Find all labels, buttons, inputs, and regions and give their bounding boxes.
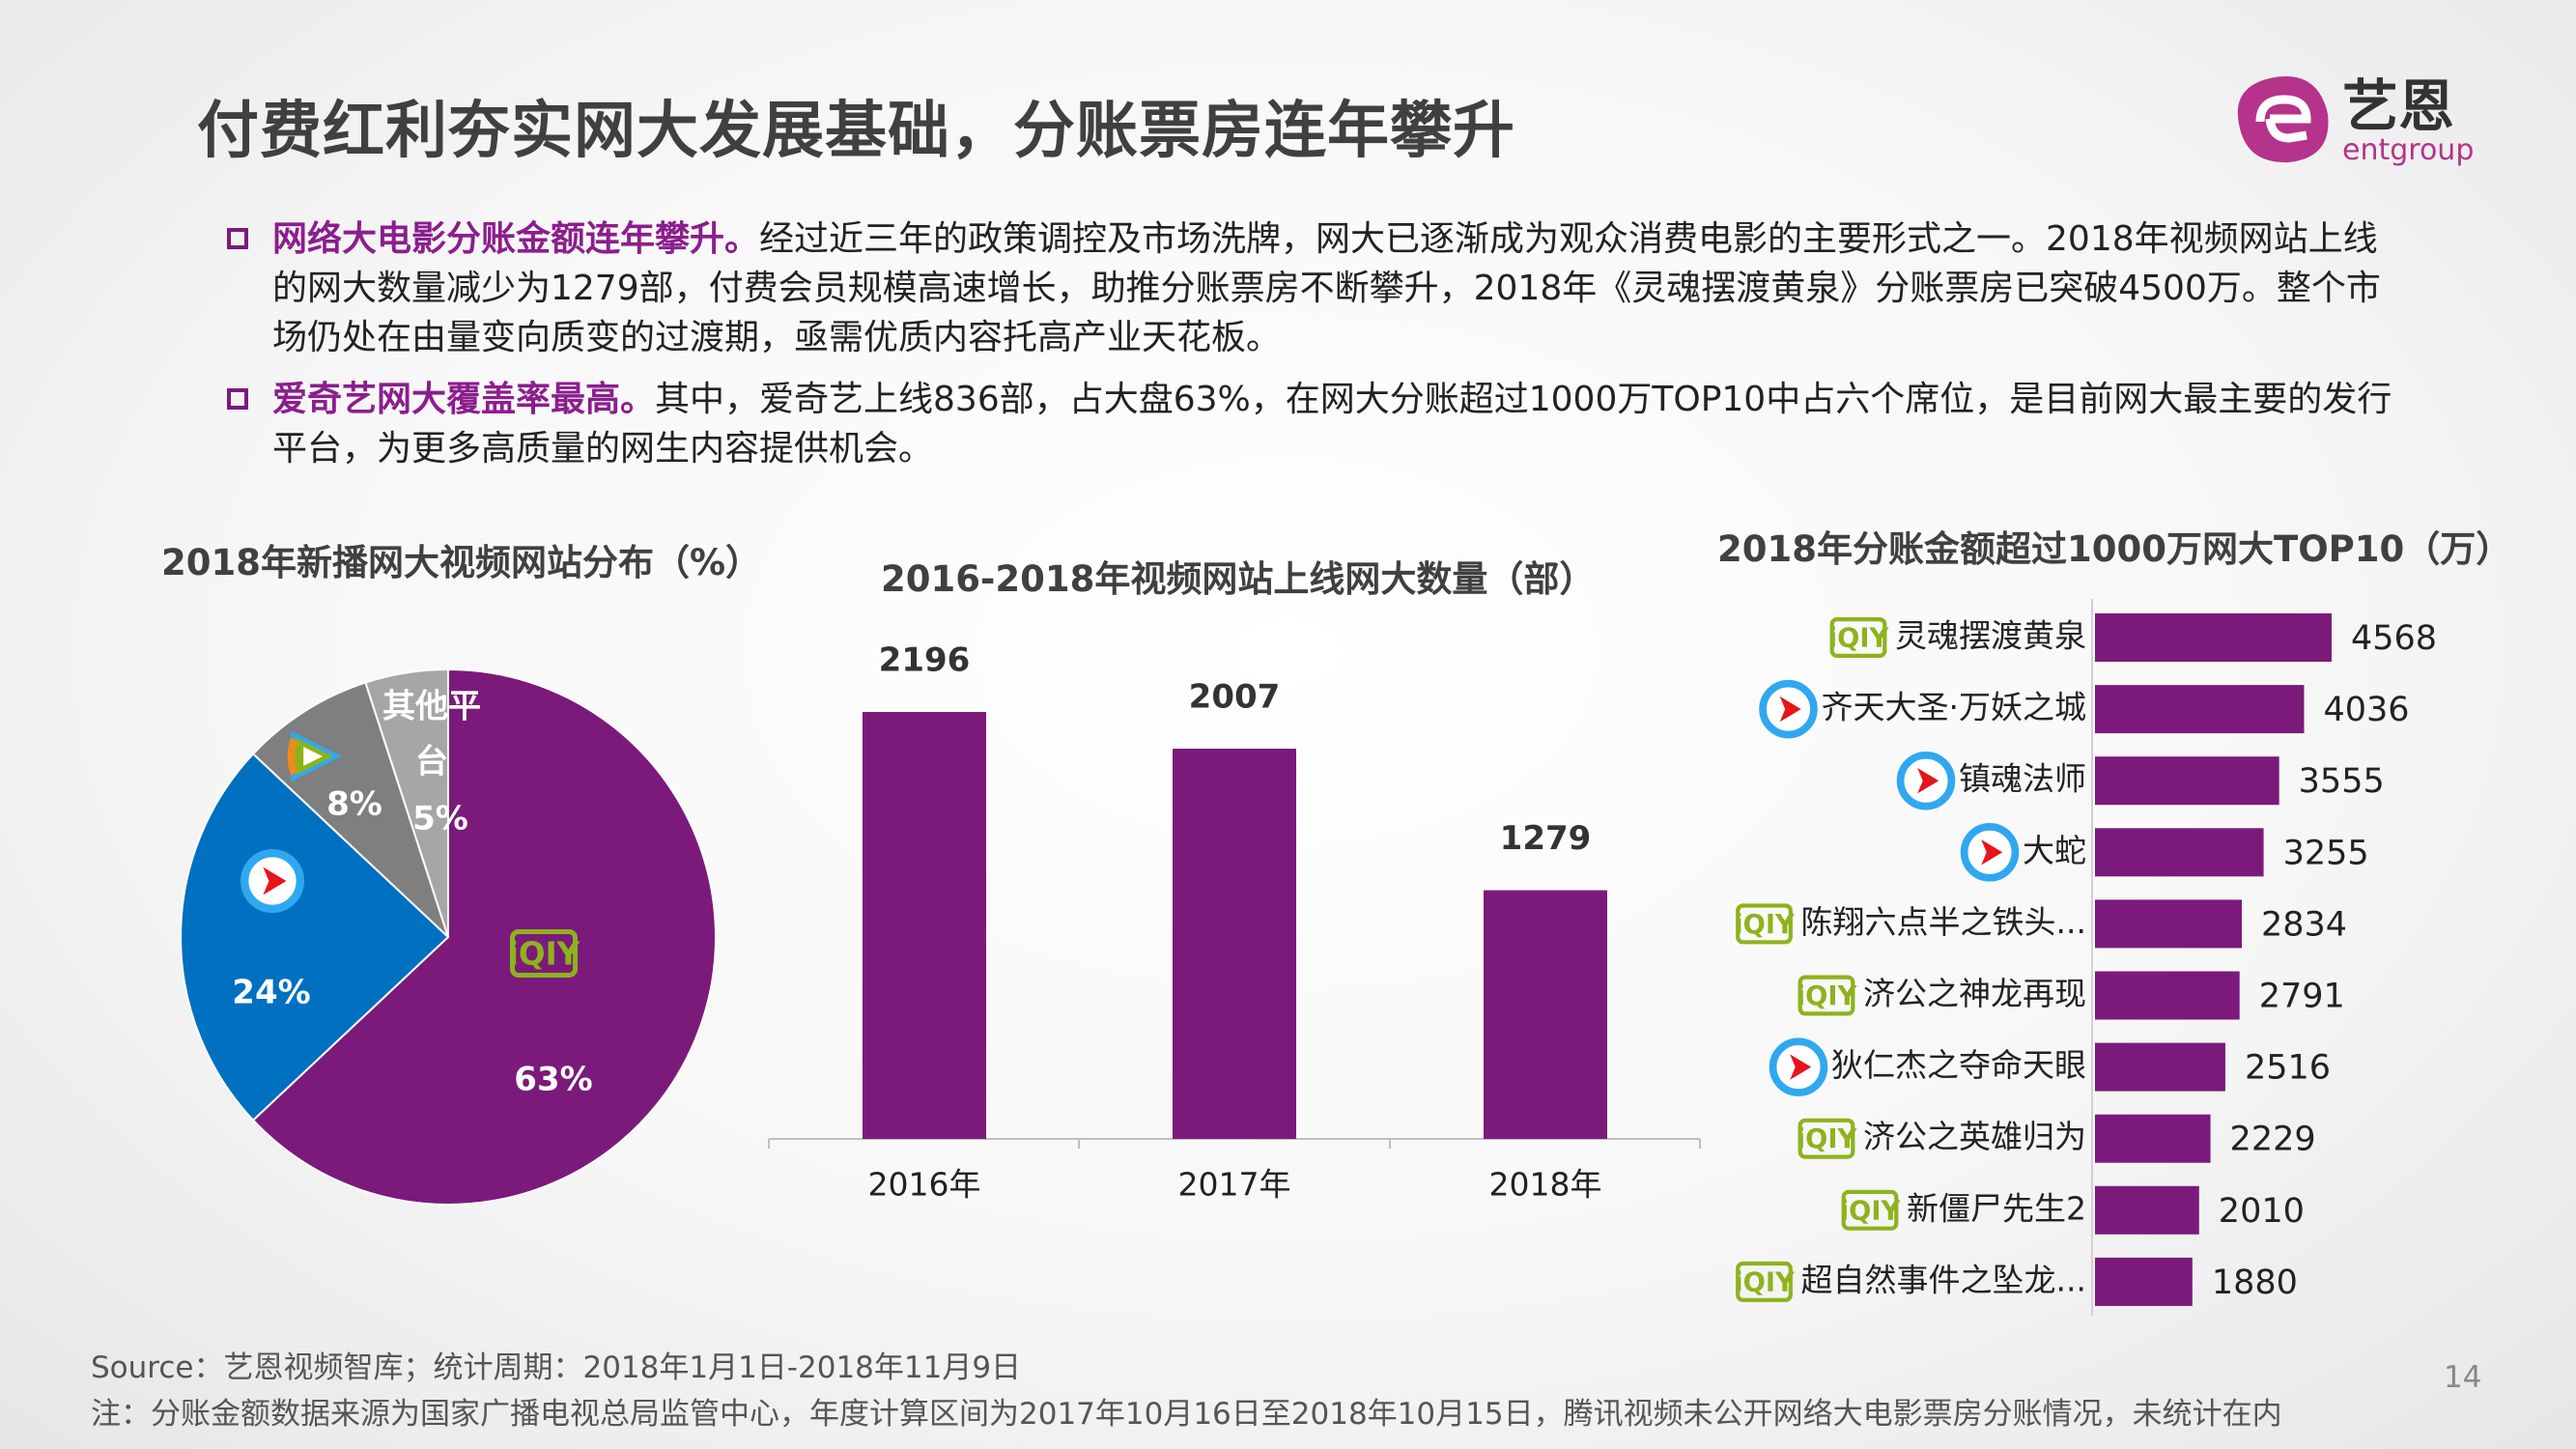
hbar-category-label: 狄仁杰之夺命天眼	[1831, 1046, 2086, 1084]
hbar-value-label: 2791	[2259, 978, 2345, 1016]
bullet-highlight: 爱奇艺网大覆盖率最高。	[272, 380, 656, 419]
svg-text:iQIY: iQIY	[1840, 1196, 1902, 1226]
hbar-category-label: 新僵尸先生2	[1907, 1189, 2086, 1227]
pie-slice	[364, 668, 449, 938]
bullet-text: 其中，爱奇艺上线836部，占大盘63%，在网大分账超过1000万TOP10中占六…	[272, 380, 2392, 469]
hbar	[2095, 613, 2332, 662]
pie-slice-label: 63%	[514, 1061, 592, 1099]
hbar-category-label: 齐天大圣·万妖之城	[1822, 689, 2087, 726]
hbar	[2095, 899, 2242, 949]
page-number: 14	[2444, 1360, 2482, 1395]
hbar-value-label: 3255	[2283, 834, 2369, 872]
hbar-value-label: 4036	[2323, 691, 2409, 729]
x-tick-label: 2016年	[868, 1166, 981, 1204]
hbar-category-label: 灵魂摆渡黄泉	[1895, 617, 2086, 655]
hbar	[2095, 1042, 2225, 1092]
pie-chart-title: 2018年新播网大视频网站分布（%）	[161, 542, 762, 583]
hbar	[2095, 828, 2264, 877]
youku-logo-icon	[1896, 751, 1956, 810]
hbar-category-label: 济公之英雄归为	[1863, 1118, 2086, 1155]
hbar	[2095, 756, 2279, 806]
bullet-highlight: 网络大电影分账金额连年攀升。	[272, 219, 760, 259]
bullet-point-1: 网络大电影分账金额连年攀升。经过近三年的政策调控及市场洗牌，网大已逐渐成为观众消…	[227, 214, 2400, 362]
svg-text:iQIY: iQIY	[508, 935, 580, 972]
bullet-point-2: 爱奇艺网大覆盖率最高。其中，爱奇艺上线836部，占大盘63%，在网大分账超过10…	[227, 375, 2400, 473]
bar	[1173, 749, 1296, 1139]
page-title: 付费红利夯实网大发展基础，分账票房连年攀升	[197, 96, 1515, 167]
pie-slice-label: 5%	[412, 800, 468, 838]
bar-chart-title: 2016-2018年视频网站上线网大数量（部）	[881, 558, 1596, 600]
hbar-value-label: 3555	[2299, 762, 2385, 801]
iqiyi-logo-icon: iQIY	[1734, 903, 1796, 945]
svg-text:iQIY: iQIY	[1797, 1124, 1858, 1154]
svg-text:iQIY: iQIY	[1734, 910, 1796, 940]
tencent-video-logo-icon	[287, 730, 342, 782]
hbar-category-label: 济公之神龙再现	[1863, 975, 2086, 1012]
bar	[1484, 890, 1607, 1139]
iqiyi-logo-icon: iQIY	[1828, 617, 1890, 658]
bullet-square-icon	[227, 228, 248, 249]
hbar-value-label: 2834	[2261, 905, 2347, 944]
pie-slice-label: 24%	[232, 974, 310, 1012]
youku-logo-icon	[1769, 1037, 1828, 1096]
bar-value-label: 1279	[1500, 819, 1592, 858]
bar-value-label: 2007	[1189, 678, 1281, 717]
logo-en-text: entgroup	[2342, 133, 2474, 167]
logo-cn-text: 艺恩	[2342, 73, 2454, 139]
youku-logo-icon	[1759, 679, 1818, 739]
svg-text:iQIY: iQIY	[1828, 623, 1890, 653]
hbar-value-label: 4568	[2351, 619, 2437, 658]
bar	[863, 712, 986, 1139]
top10-chart-title: 2018年分账金额超过1000万网大TOP10（万）	[1717, 528, 2512, 570]
hbar-value-label: 2229	[2230, 1121, 2316, 1159]
hbar-category-label: 大蛇	[2023, 832, 2086, 869]
bar-value-label: 2196	[879, 641, 971, 680]
svg-text:iQIY: iQIY	[1797, 981, 1858, 1011]
hbar-category-label: 超自然事件之坠龙...	[1801, 1261, 2086, 1298]
source-text: Source：艺恩视频智库；统计周期：2018年1月1日-2018年11月9日	[91, 1350, 1022, 1385]
iqiyi-logo-icon: iQIY	[1734, 1261, 1796, 1302]
pie-slice-name: 台	[415, 743, 448, 781]
hbar	[2095, 1114, 2211, 1163]
iqiyi-logo-icon: iQIY	[1797, 975, 1858, 1016]
hbar	[2095, 685, 2305, 734]
iqiyi-logo-icon: iQIY	[508, 929, 580, 978]
iqiyi-logo-icon: iQIY	[1840, 1189, 1902, 1231]
pie-slice-label: 8%	[326, 785, 382, 824]
bullet-square-icon	[227, 388, 248, 410]
entgroup-logo: 艺恩 entgroup	[2237, 73, 2474, 167]
hbar-value-label: 1880	[2212, 1264, 2298, 1302]
youku-logo-icon	[240, 848, 305, 914]
x-tick-label: 2017年	[1178, 1166, 1291, 1204]
pie-slice-name: 其他平	[382, 688, 481, 726]
svg-text:iQIY: iQIY	[1734, 1267, 1796, 1297]
hbar-category-label: 陈翔六点半之铁头...	[1801, 903, 2086, 941]
youku-logo-icon	[1960, 823, 2020, 882]
hbar	[2095, 1185, 2199, 1235]
pie-slice	[180, 752, 450, 1122]
iqiyi-logo-icon: iQIY	[1797, 1118, 1858, 1159]
hbar-value-label: 2516	[2245, 1049, 2331, 1088]
pie-slice	[251, 668, 717, 1206]
hbar-category-label: 镇魂法师	[1959, 760, 2086, 798]
hbar	[2095, 1257, 2193, 1306]
hbar-value-label: 2010	[2219, 1192, 2305, 1231]
x-tick-label: 2018年	[1489, 1166, 1602, 1204]
bullet-text: 经过近三年的政策调控及市场洗牌，网大已逐渐成为观众消费电影的主要形式之一。201…	[272, 219, 2381, 357]
hbar	[2095, 971, 2240, 1020]
note-text: 注：分账金额数据来源为国家广播电视总局监管中心，年度计算区间为2017年10月1…	[91, 1397, 2282, 1432]
